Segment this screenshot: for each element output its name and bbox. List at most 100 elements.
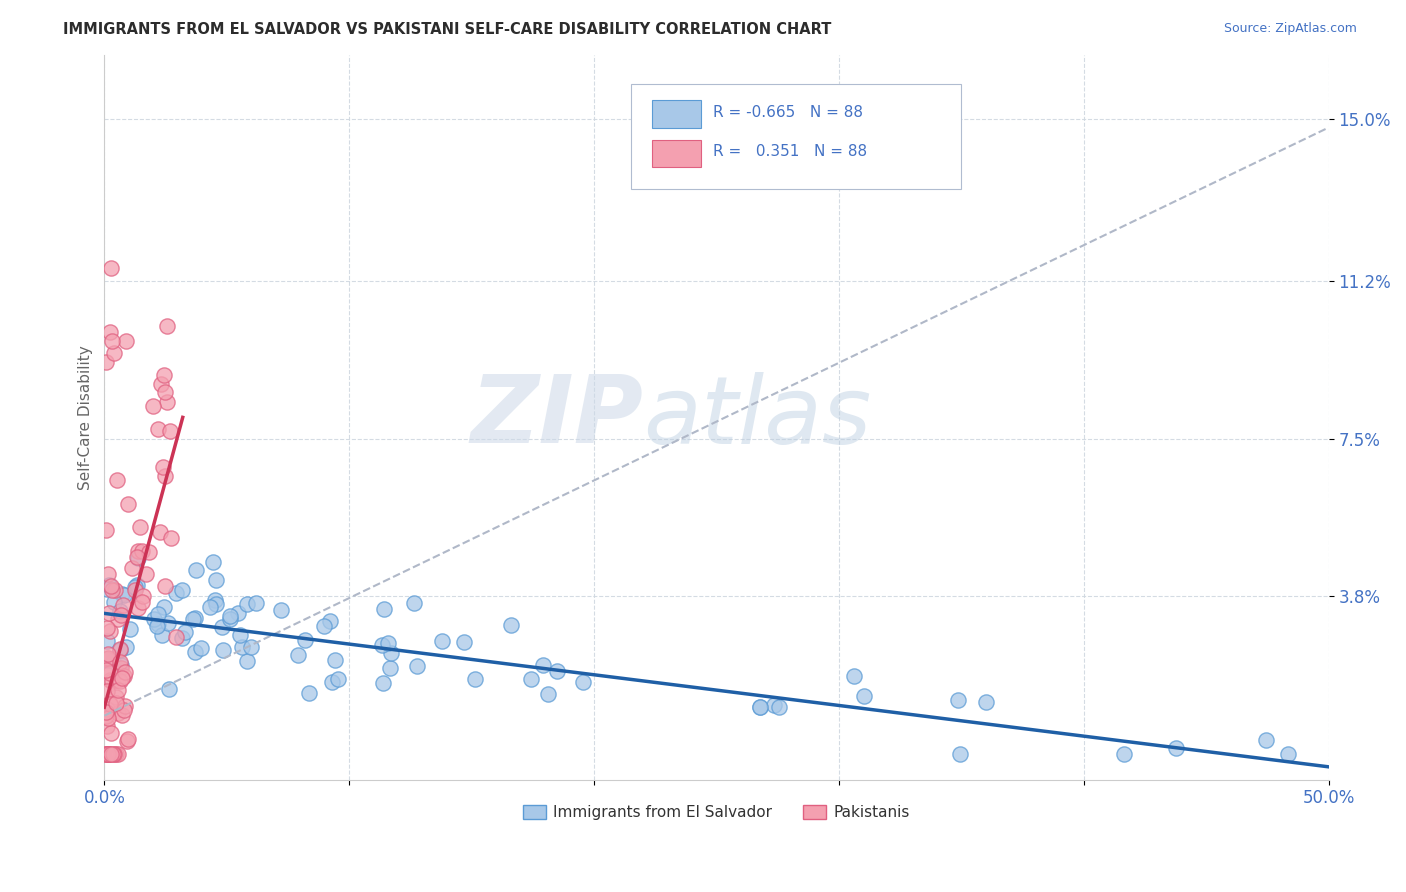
FancyBboxPatch shape <box>631 84 962 189</box>
Point <box>125 549 148 564</box>
Point <box>228 606 250 620</box>
Point <box>96 582 118 597</box>
Point <box>148 422 170 436</box>
Point <box>132 590 155 604</box>
Point <box>110 604 132 618</box>
Point <box>149 525 172 540</box>
Point <box>157 615 180 630</box>
Point <box>949 747 972 761</box>
Point <box>190 640 212 655</box>
Point <box>101 674 124 689</box>
Point <box>101 654 124 668</box>
Point <box>127 550 149 565</box>
Point <box>323 653 346 667</box>
Point <box>107 747 129 761</box>
Point <box>762 698 785 713</box>
Point <box>146 619 169 633</box>
Point <box>749 699 772 714</box>
Point <box>152 459 174 474</box>
Point <box>174 624 197 639</box>
Point <box>298 686 321 700</box>
Point <box>129 520 152 534</box>
Point <box>98 624 121 638</box>
Point <box>520 673 543 687</box>
Point <box>143 612 166 626</box>
Point <box>107 706 129 720</box>
Point <box>107 673 129 687</box>
Point <box>124 580 146 594</box>
Point <box>181 612 204 626</box>
Point <box>94 747 117 761</box>
Point <box>231 640 253 655</box>
Point <box>101 747 124 761</box>
Point <box>148 607 170 621</box>
Point <box>270 603 292 617</box>
Point <box>96 647 118 661</box>
Point <box>94 747 117 761</box>
Point <box>96 718 118 732</box>
Point <box>218 611 240 625</box>
Point <box>107 682 129 697</box>
Point <box>97 747 120 761</box>
Point <box>157 681 180 696</box>
FancyBboxPatch shape <box>651 140 700 168</box>
Text: atlas: atlas <box>643 372 872 463</box>
Point <box>97 578 120 592</box>
Point <box>98 325 121 339</box>
Point <box>100 747 122 761</box>
Point <box>184 611 207 625</box>
Point <box>118 622 141 636</box>
Point <box>108 643 131 657</box>
Point <box>125 578 148 592</box>
Point <box>107 612 129 626</box>
Point <box>319 614 342 628</box>
Point <box>294 632 316 647</box>
Point <box>219 608 242 623</box>
Point <box>97 567 120 582</box>
Point <box>108 673 131 688</box>
Point <box>148 616 170 631</box>
Point <box>105 747 128 761</box>
Point <box>373 602 395 616</box>
Point <box>572 675 595 690</box>
Point <box>127 544 149 558</box>
FancyBboxPatch shape <box>651 100 700 128</box>
Point <box>156 318 179 333</box>
Point <box>103 747 125 761</box>
Point <box>321 674 343 689</box>
Point <box>127 601 149 615</box>
Point <box>111 671 134 685</box>
Point <box>94 355 117 369</box>
Point <box>768 700 790 714</box>
Point <box>111 707 134 722</box>
Point <box>236 597 259 611</box>
Point <box>1166 741 1188 756</box>
Point <box>110 660 132 674</box>
Point <box>96 653 118 667</box>
Point <box>1277 747 1299 761</box>
Point <box>201 555 224 569</box>
Point <box>160 531 183 545</box>
Point <box>380 661 402 675</box>
Point <box>98 607 121 621</box>
Point <box>155 579 177 593</box>
Point <box>155 469 177 483</box>
Point <box>104 696 127 710</box>
Point <box>314 619 336 633</box>
Point <box>205 573 228 587</box>
Point <box>103 595 125 609</box>
Point <box>1256 733 1278 747</box>
Point <box>96 622 118 636</box>
Point <box>112 669 135 683</box>
Point <box>112 588 135 602</box>
Point <box>142 400 165 414</box>
Point <box>103 582 125 597</box>
Point <box>100 579 122 593</box>
Point <box>165 630 187 644</box>
Point <box>287 648 309 663</box>
Point <box>100 725 122 739</box>
Point <box>149 376 172 391</box>
Point <box>115 733 138 747</box>
Point <box>205 597 228 611</box>
Point <box>103 346 125 360</box>
